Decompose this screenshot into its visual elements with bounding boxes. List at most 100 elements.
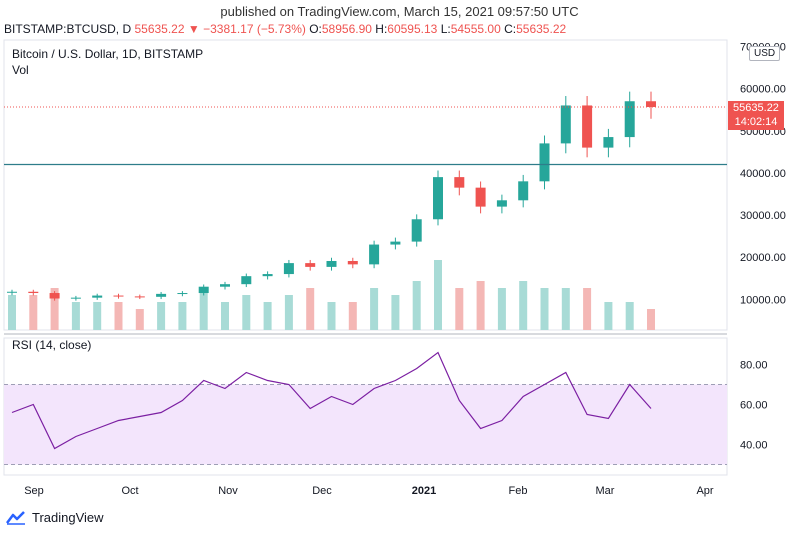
last-price-tag: 55635.22 bbox=[728, 101, 784, 116]
candle-body bbox=[347, 260, 358, 265]
candle-body bbox=[49, 293, 60, 299]
candle-body bbox=[539, 143, 550, 182]
candle-body bbox=[518, 181, 529, 201]
close-value: 55635.22 bbox=[516, 22, 567, 36]
price-levels bbox=[4, 106, 727, 166]
volume-bar bbox=[348, 302, 357, 330]
volume-bar bbox=[93, 302, 102, 330]
x-axis-tick: Apr bbox=[696, 485, 713, 497]
price-axis-tick: 20000.00 bbox=[740, 252, 786, 264]
volume-bar bbox=[114, 302, 123, 330]
volume-label: Vol bbox=[12, 63, 29, 77]
candle-body bbox=[433, 177, 443, 220]
rsi-pane-title: RSI (14, close) bbox=[12, 338, 92, 352]
candle-body bbox=[369, 244, 380, 265]
candle-body bbox=[220, 284, 230, 287]
tradingview-logo-icon bbox=[6, 510, 25, 525]
x-axis-tick: 2021 bbox=[412, 485, 436, 497]
high-label: H: bbox=[375, 22, 388, 36]
rsi-line bbox=[11, 351, 652, 450]
volume-bar bbox=[647, 309, 655, 330]
candle-body bbox=[177, 293, 188, 295]
candle-body bbox=[283, 263, 294, 275]
x-axis-tick: Sep bbox=[24, 485, 44, 497]
volume-bar bbox=[476, 281, 485, 330]
price-axis-tick: 60000.00 bbox=[740, 84, 786, 96]
volume-bar bbox=[540, 288, 549, 330]
price-pane-title: Bitcoin / U.S. Dollar, 1D, BITSTAMP bbox=[12, 47, 204, 61]
volume-bar bbox=[242, 295, 251, 330]
candle-body bbox=[70, 297, 81, 299]
volume-bar bbox=[455, 288, 464, 330]
rsi-axis-tick: 40.00 bbox=[740, 440, 768, 452]
candle-body bbox=[241, 276, 252, 285]
change-value: −3381.17 (−5.73%) bbox=[203, 22, 306, 36]
price-axis-tick: 40000.00 bbox=[740, 168, 786, 180]
volume-bar bbox=[199, 288, 208, 330]
candle-body bbox=[646, 101, 656, 107]
countdown-tag: 14:02:14 bbox=[728, 115, 784, 130]
price-pane-frame bbox=[3, 39, 728, 331]
candle-body bbox=[113, 295, 124, 297]
candle-body bbox=[390, 241, 401, 245]
x-axis-tick: Feb bbox=[509, 485, 528, 497]
volume-bar bbox=[263, 302, 272, 330]
volume-bar bbox=[71, 302, 80, 330]
down-arrow-icon: ▼ bbox=[187, 22, 200, 36]
published-caption: published on TradingView.com, March 15, … bbox=[220, 4, 579, 19]
volume-bar bbox=[583, 288, 592, 330]
price-axis-tick: 30000.00 bbox=[740, 210, 786, 222]
candle-body bbox=[475, 187, 486, 207]
candle-body bbox=[454, 177, 465, 188]
close-label: C: bbox=[504, 22, 517, 36]
volume-bar bbox=[391, 295, 400, 330]
volume-bar bbox=[561, 288, 570, 330]
volume-bars bbox=[8, 260, 655, 330]
volume-bar bbox=[412, 281, 421, 330]
candle-body bbox=[156, 293, 167, 297]
ticker-line: BITSTAMP:BTCUSD, D 55635.22 ▼ −3381.17 (… bbox=[4, 22, 566, 36]
x-axis-tick: Oct bbox=[121, 485, 138, 497]
volume-bar bbox=[284, 295, 293, 330]
candle-body bbox=[582, 105, 593, 148]
rsi-band-fill bbox=[4, 384, 727, 465]
brand-name: TradingView bbox=[32, 510, 104, 525]
currency-button[interactable]: USD bbox=[749, 46, 781, 61]
volume-bar bbox=[625, 302, 634, 330]
volume-bar bbox=[157, 302, 166, 330]
volume-bar bbox=[370, 288, 379, 330]
candle-body bbox=[496, 200, 507, 207]
candle-body bbox=[262, 274, 273, 277]
symbol-label: BITSTAMP:BTCUSD, D bbox=[4, 22, 132, 36]
low-value: 54555.00 bbox=[450, 22, 501, 36]
volume-bar bbox=[497, 288, 506, 330]
candle-body bbox=[560, 105, 571, 144]
rsi-axis-tick: 80.00 bbox=[740, 360, 768, 372]
axes: 70000.0060000.0050000.0040000.0030000.00… bbox=[24, 41, 786, 497]
price-axis-tick: 10000.00 bbox=[740, 294, 786, 306]
candle-body bbox=[92, 295, 103, 298]
candle-body bbox=[134, 296, 145, 298]
candle-body bbox=[603, 137, 614, 148]
high-value: 60595.13 bbox=[387, 22, 438, 36]
candle-body bbox=[326, 260, 337, 267]
low-label: L: bbox=[440, 22, 451, 36]
candle-body bbox=[624, 101, 635, 138]
volume-bar bbox=[327, 302, 336, 330]
footer-brand[interactable]: TradingView bbox=[6, 510, 104, 525]
candle-body bbox=[7, 291, 17, 293]
volume-bar bbox=[221, 302, 229, 330]
candle-body bbox=[198, 286, 209, 294]
rsi-axis-tick: 60.00 bbox=[740, 400, 768, 412]
volume-bar bbox=[306, 288, 315, 330]
volume-bar bbox=[519, 281, 528, 330]
x-axis-tick: Nov bbox=[218, 485, 238, 497]
volume-bar bbox=[604, 302, 613, 330]
candle-body bbox=[28, 291, 39, 294]
candlesticks bbox=[7, 91, 656, 301]
volume-bar bbox=[50, 288, 59, 330]
volume-bar bbox=[434, 260, 442, 330]
last-price: 55635.22 bbox=[134, 22, 185, 36]
candle-body bbox=[411, 219, 422, 242]
